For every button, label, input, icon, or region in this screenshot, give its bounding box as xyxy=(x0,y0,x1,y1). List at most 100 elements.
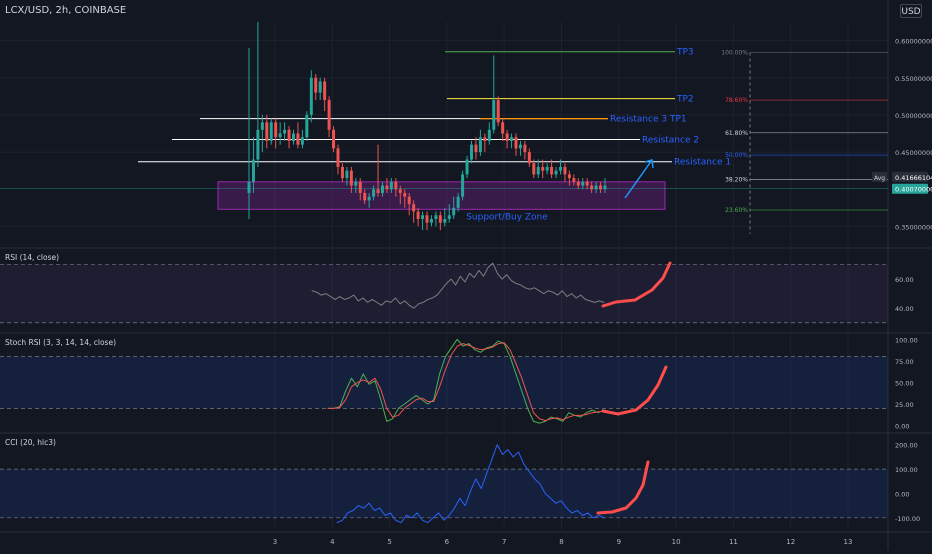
candle-body xyxy=(527,152,531,164)
level-label-3: Resistance 2 xyxy=(642,135,699,145)
candle-body xyxy=(296,133,300,145)
candle-body xyxy=(283,129,287,134)
y-tick-label: 0.55000000 xyxy=(895,75,932,83)
indicator-series-rsi xyxy=(311,262,605,309)
y-tick-label: 0.60000000 xyxy=(895,38,932,46)
candle-body xyxy=(309,77,313,115)
target-arrow[interactable] xyxy=(624,159,653,199)
candle-body xyxy=(323,81,327,101)
indicator-y-tick: -100.00 xyxy=(895,515,920,523)
price-tag-1 xyxy=(892,183,928,194)
candle-body xyxy=(381,185,384,193)
indicator-y-tick: 60.00 xyxy=(895,276,914,284)
candle-body xyxy=(518,144,522,149)
indicator-y-tick: 25.00 xyxy=(895,401,914,409)
y-tick-label: 0.35000000 xyxy=(895,223,932,231)
candle-body xyxy=(429,218,433,223)
fib-level-label: 38.20% xyxy=(725,177,748,184)
candle-body xyxy=(247,181,251,193)
candle-body xyxy=(505,133,509,141)
cci-projection-curve xyxy=(596,460,650,515)
candle-body xyxy=(567,174,571,179)
candle-body xyxy=(501,122,505,134)
price-tag-label-box xyxy=(872,171,887,182)
candle-body xyxy=(478,137,482,153)
candle-body xyxy=(269,122,273,141)
indicator-y-tick: 0.00 xyxy=(895,423,909,431)
candle-body xyxy=(461,174,465,197)
candle-body xyxy=(318,81,322,93)
candle-body xyxy=(287,129,291,141)
candle-body xyxy=(345,170,349,179)
candle-body xyxy=(251,159,255,182)
indicator-band-fill xyxy=(0,469,888,518)
indicator-y-tick: 100.00 xyxy=(895,336,918,344)
level-label-4: Resistance 1 xyxy=(674,158,731,168)
candle-body xyxy=(358,181,362,193)
price-tag-value-1: 0.40070000 xyxy=(895,186,932,194)
x-tick-label: 4 xyxy=(330,538,335,546)
candle-body xyxy=(452,207,456,216)
indicator-series-d xyxy=(327,342,605,421)
candle-body xyxy=(292,133,295,141)
candle-body xyxy=(487,129,491,141)
candle-body xyxy=(332,129,336,149)
candle-body xyxy=(572,178,576,182)
x-tick-label: 9 xyxy=(617,538,621,546)
x-tick-label: 11 xyxy=(729,538,738,546)
y-tick-label: 0.45000000 xyxy=(895,149,932,157)
candle-body xyxy=(554,170,558,175)
y-tick-label: 0.50000000 xyxy=(895,112,932,120)
candle-body xyxy=(474,144,478,153)
candle-body xyxy=(514,137,518,149)
candle-body xyxy=(367,196,371,201)
candle-body xyxy=(590,185,594,190)
candle-body xyxy=(336,148,340,167)
symbol-label[interactable]: LCX/USD, 2h, COINBASE xyxy=(5,5,127,16)
candle-body xyxy=(407,196,411,205)
x-tick-label: 8 xyxy=(559,538,563,546)
fib-level-label: 23.60% xyxy=(725,207,748,214)
level-label-0: TP3 xyxy=(676,48,694,58)
candle-body xyxy=(314,77,318,93)
candle-body xyxy=(416,211,420,219)
candle-body xyxy=(305,114,309,138)
x-tick-label: 12 xyxy=(786,538,795,546)
candle-body xyxy=(385,185,389,190)
support-buy-zone[interactable] xyxy=(217,181,666,210)
candle-body xyxy=(443,218,447,223)
fib-level-label: 61.80% xyxy=(725,130,748,137)
x-tick-label: 13 xyxy=(844,538,853,546)
candle-body xyxy=(394,181,398,190)
x-tick-label: 5 xyxy=(387,538,391,546)
candle-body xyxy=(523,144,527,153)
indicator-y-tick: 200.00 xyxy=(895,442,918,450)
fib-level-label: 78.60% xyxy=(725,97,748,104)
candle-body xyxy=(492,100,496,130)
level-label-1: TP2 xyxy=(676,95,694,105)
price-tag-0 xyxy=(892,171,928,182)
x-tick-label: 7 xyxy=(502,538,506,546)
candle-body xyxy=(545,166,549,171)
candle-body xyxy=(536,166,540,175)
indicator-title: CCI (20, hlc3) xyxy=(5,438,56,447)
indicator-band-fill xyxy=(0,264,888,323)
stoch-projection-curve xyxy=(601,365,668,416)
candle-body xyxy=(340,166,344,179)
candle-body xyxy=(559,166,562,171)
candle-body xyxy=(550,166,554,175)
indicator-band-fill xyxy=(0,356,888,409)
candle-body xyxy=(274,122,278,138)
candle-body xyxy=(456,196,460,208)
indicator-title: Stoch RSI (3, 3, 14, 14, close) xyxy=(5,338,116,347)
candle-body xyxy=(398,189,402,193)
candle-body xyxy=(425,215,429,223)
price-tag-label: Avg xyxy=(874,175,885,182)
indicator-y-tick: 100.00 xyxy=(895,466,918,474)
candle-body xyxy=(541,166,545,171)
indicator-y-tick: 50.00 xyxy=(895,380,914,388)
candle-body xyxy=(603,185,607,190)
currency-button[interactable]: USD xyxy=(900,4,922,18)
indicator-y-tick: 40.00 xyxy=(895,305,914,313)
